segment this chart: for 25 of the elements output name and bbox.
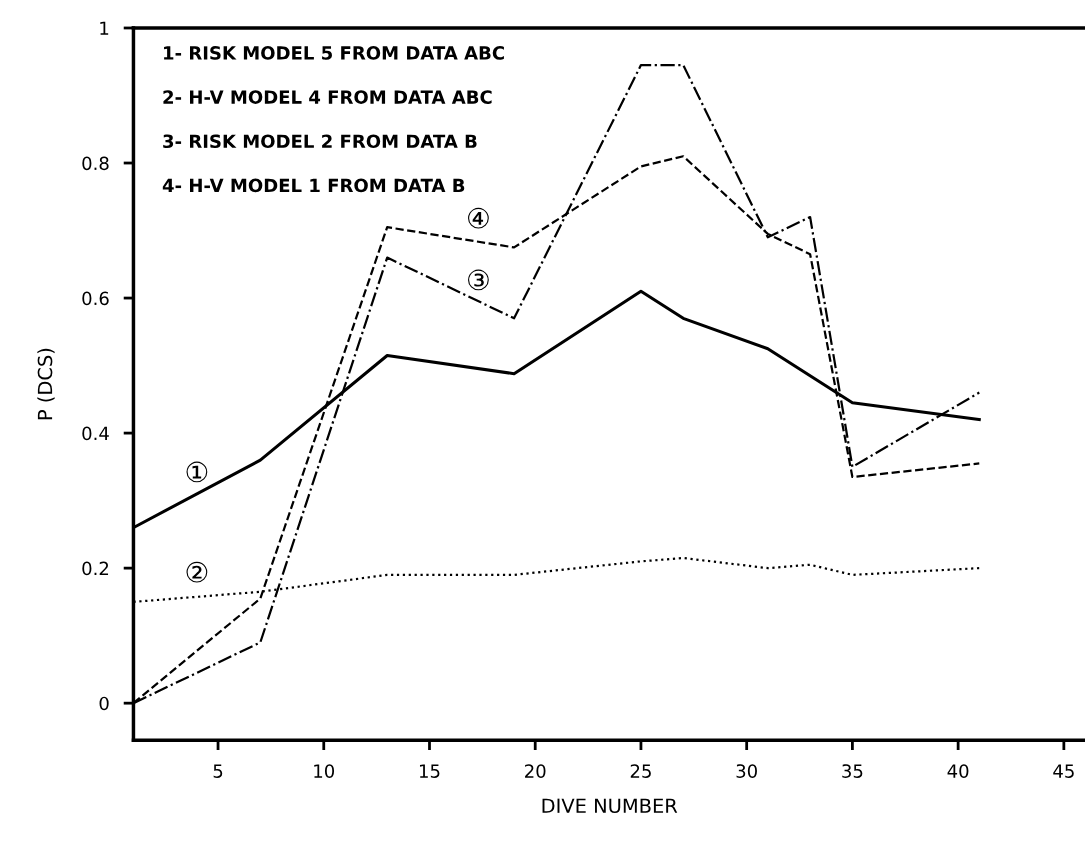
- annotation: ④: [468, 207, 489, 229]
- y-tick-label: 1: [100, 21, 109, 35]
- annotation: ②: [186, 561, 208, 583]
- y-tick-label: 0.8: [82, 156, 109, 171]
- x-axis-title: DIVE NUMBER: [542, 798, 678, 814]
- annotation: ③: [468, 269, 489, 291]
- x-tick-label: 30: [736, 764, 757, 778]
- y-tick-label: 0.6: [82, 291, 109, 306]
- y-axis-title: P (DCS): [37, 348, 55, 420]
- x-tick-label: 35: [842, 764, 863, 778]
- x-tick-label: 15: [419, 764, 440, 778]
- annotation: 4- H-V MODEL 1 FROM DATA B: [162, 178, 465, 193]
- x-tick-label: 40: [947, 764, 969, 778]
- annotation: ①: [186, 461, 208, 483]
- annotation: 3- RISK MODEL 2 FROM DATA B: [163, 134, 477, 149]
- x-tick-label: 45: [1053, 764, 1074, 778]
- y-tick-label: 0.4: [82, 426, 109, 441]
- x-tick-label: 20: [525, 764, 546, 778]
- y-tick-label: 0: [99, 696, 109, 711]
- y-tick-label: 0.2: [82, 561, 109, 576]
- annotation: 2- H-V MODEL 4 FROM DATA ABC: [163, 90, 492, 104]
- x-tick-label: 10: [314, 764, 335, 778]
- x-tick-label: 5: [213, 764, 223, 778]
- x-tick-label: 25: [630, 764, 651, 778]
- annotation: 1- RISK MODEL 5 FROM DATA ABC: [164, 46, 504, 60]
